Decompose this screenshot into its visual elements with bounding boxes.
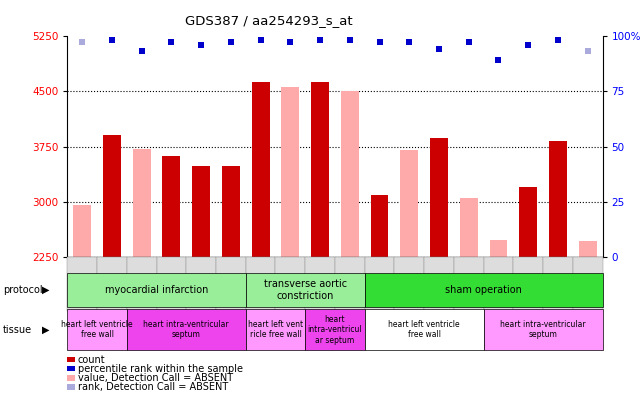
Bar (222, 166, 240, 257)
Text: ▶: ▶ (42, 285, 50, 295)
Text: tissue: tissue (3, 325, 32, 335)
Bar (192, 166, 210, 257)
Text: myocardial infarction: myocardial infarction (105, 285, 208, 295)
Bar (460, 198, 478, 257)
Bar (311, 82, 329, 257)
Text: heart
intra-ventricul
ar septum: heart intra-ventricul ar septum (308, 315, 362, 345)
Bar (103, 135, 121, 257)
Text: ▶: ▶ (42, 325, 50, 335)
Text: heart left vent
ricle free wall: heart left vent ricle free wall (248, 320, 303, 339)
Text: rank, Detection Call = ABSENT: rank, Detection Call = ABSENT (78, 382, 228, 392)
Text: sham operation: sham operation (445, 285, 522, 295)
Text: heart intra-ventricular
septum: heart intra-ventricular septum (500, 320, 586, 339)
Bar (162, 156, 180, 257)
Bar (549, 141, 567, 257)
Bar (133, 149, 151, 257)
Text: GDS387 / aa254293_s_at: GDS387 / aa254293_s_at (185, 14, 353, 27)
Bar (341, 91, 359, 257)
Bar (519, 187, 537, 257)
Text: count: count (78, 354, 105, 365)
Bar (252, 82, 269, 257)
Text: percentile rank within the sample: percentile rank within the sample (78, 364, 242, 374)
Bar (430, 138, 448, 257)
Text: transverse aortic
constriction: transverse aortic constriction (263, 279, 347, 301)
Bar (370, 195, 388, 257)
Text: value, Detection Call = ABSENT: value, Detection Call = ABSENT (78, 373, 233, 383)
Text: heart left ventricle
free wall: heart left ventricle free wall (62, 320, 133, 339)
Bar (401, 150, 418, 257)
Bar (281, 87, 299, 257)
Text: heart intra-ventricular
septum: heart intra-ventricular septum (144, 320, 229, 339)
Text: heart left ventricle
free wall: heart left ventricle free wall (388, 320, 460, 339)
Bar (490, 240, 508, 257)
Text: protocol: protocol (3, 285, 43, 295)
Bar (579, 241, 597, 257)
Bar (73, 205, 91, 257)
